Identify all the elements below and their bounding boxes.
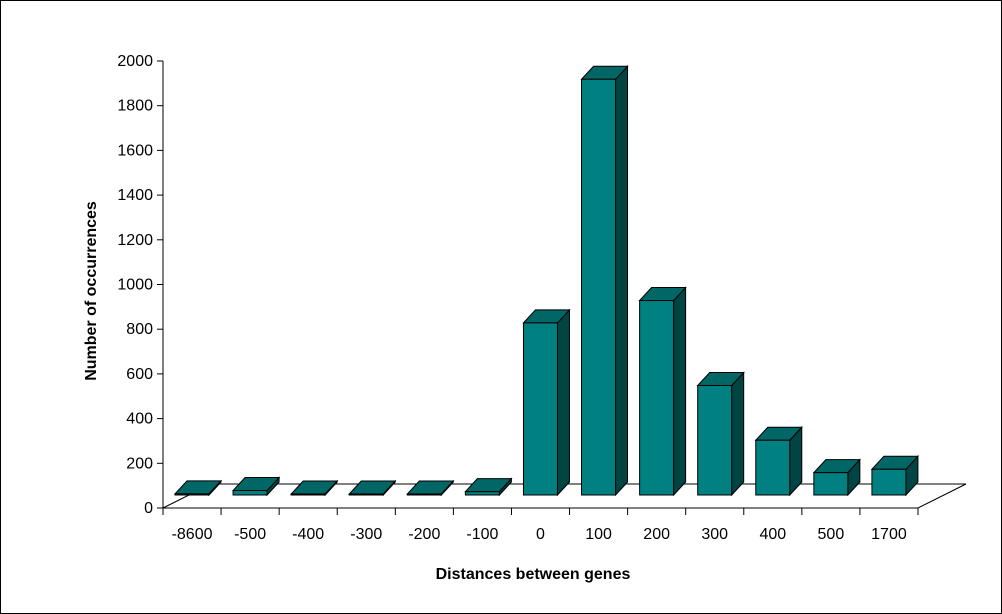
bar-front bbox=[464, 491, 500, 496]
bar-front bbox=[755, 439, 791, 496]
bar bbox=[638, 286, 687, 497]
x-tick-label: -200 bbox=[408, 526, 440, 543]
bar-front bbox=[406, 493, 442, 496]
y-tick-label: 1200 bbox=[117, 232, 153, 249]
y-tick-label: 1800 bbox=[117, 98, 153, 115]
bar bbox=[522, 308, 571, 497]
y-tick-label: 1400 bbox=[117, 187, 153, 204]
x-tick-label: -8600 bbox=[172, 526, 213, 543]
bar-side bbox=[673, 286, 687, 497]
y-tick-label: 800 bbox=[126, 321, 153, 338]
bar bbox=[812, 458, 861, 497]
y-tick-label: 400 bbox=[126, 411, 153, 428]
bar bbox=[754, 425, 803, 497]
y-tick-label: 1000 bbox=[117, 277, 153, 294]
bar bbox=[870, 455, 920, 497]
bar-front bbox=[348, 493, 384, 496]
x-tick-label: -300 bbox=[350, 526, 382, 543]
bar bbox=[696, 371, 745, 497]
bar-side bbox=[556, 308, 570, 497]
x-tick-label: 400 bbox=[759, 526, 786, 543]
y-tick-label: 200 bbox=[126, 455, 153, 472]
y-tick-label: 2000 bbox=[117, 53, 153, 70]
x-tick-label: -500 bbox=[234, 526, 266, 543]
bar bbox=[348, 479, 397, 497]
x-tick-label: 0 bbox=[536, 526, 545, 543]
bar-side bbox=[615, 65, 629, 497]
bar-front bbox=[232, 490, 268, 496]
y-tick-label: 1600 bbox=[117, 142, 153, 159]
bar bbox=[464, 477, 513, 497]
bar-side bbox=[731, 371, 745, 497]
bar-front bbox=[697, 384, 733, 496]
x-tick-label: 500 bbox=[818, 526, 845, 543]
bar bbox=[173, 479, 223, 497]
bar-front bbox=[581, 78, 617, 496]
bar-front bbox=[174, 493, 210, 496]
bar-front bbox=[522, 322, 558, 496]
x-tick-label: 100 bbox=[585, 526, 612, 543]
bar-front bbox=[871, 468, 907, 496]
x-tick-label: -100 bbox=[466, 526, 498, 543]
bar bbox=[406, 479, 455, 497]
bar bbox=[580, 65, 629, 497]
bar-front bbox=[290, 493, 326, 496]
y-tick-label: 600 bbox=[126, 366, 153, 383]
bar-front bbox=[813, 472, 849, 496]
x-tick-label: 200 bbox=[643, 526, 670, 543]
bar bbox=[231, 476, 281, 497]
x-tick-label: 1700 bbox=[871, 526, 907, 543]
x-tick-label: 300 bbox=[701, 526, 728, 543]
y-axis-title: Number of occurrences bbox=[83, 201, 100, 381]
x-axis-title: Distances between genes bbox=[436, 566, 631, 583]
bar bbox=[290, 479, 339, 497]
bar-front bbox=[639, 300, 675, 496]
x-tick-label: -400 bbox=[292, 526, 324, 543]
y-tick-label: 0 bbox=[144, 500, 153, 517]
